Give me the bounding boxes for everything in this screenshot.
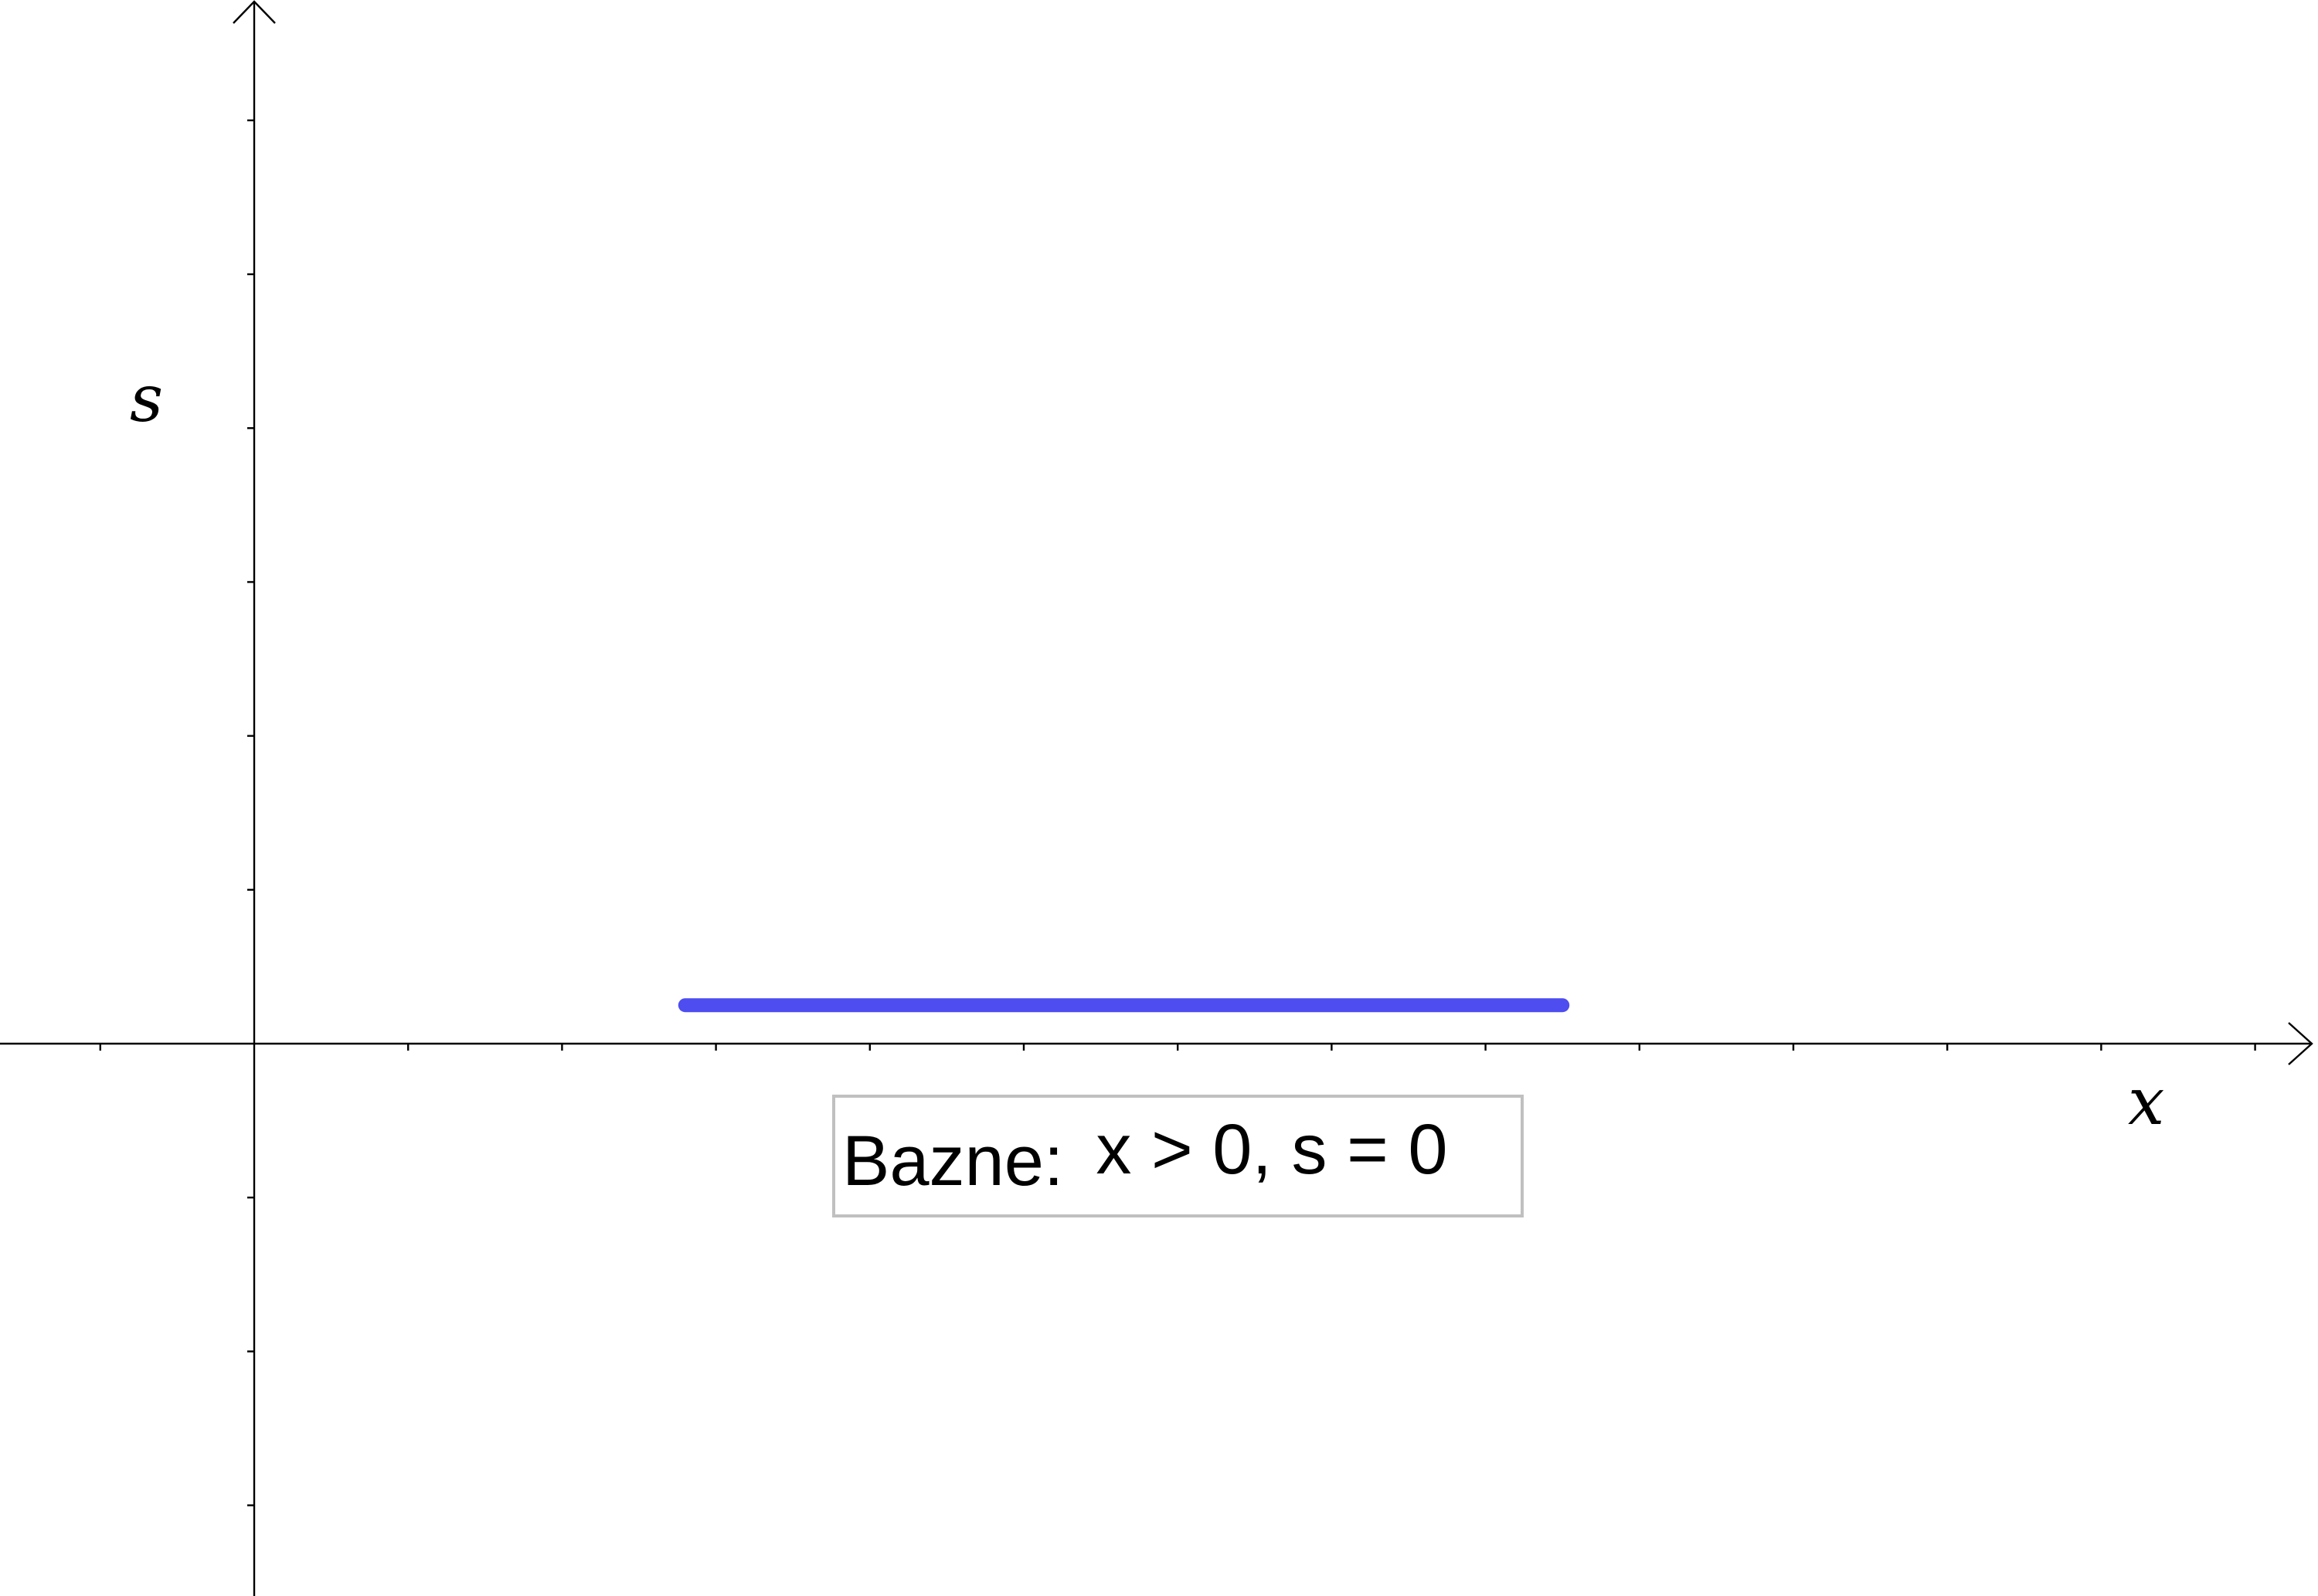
info-box: Bazne: x > 0, s = 0 xyxy=(832,1095,1524,1217)
info-box-prefix: Bazne: xyxy=(842,1122,1064,1200)
y-axis-ticks xyxy=(247,119,254,1506)
y-axis-arrow-icon xyxy=(233,0,276,24)
x-axis-label: x xyxy=(2128,1064,2164,1139)
info-box-condition: x > 0, s = 0 xyxy=(1096,1110,1448,1189)
x-axis-arrow-icon xyxy=(2288,1022,2313,1065)
y-axis-label: s xyxy=(130,361,163,436)
x-axis-ticks xyxy=(99,1044,2256,1051)
